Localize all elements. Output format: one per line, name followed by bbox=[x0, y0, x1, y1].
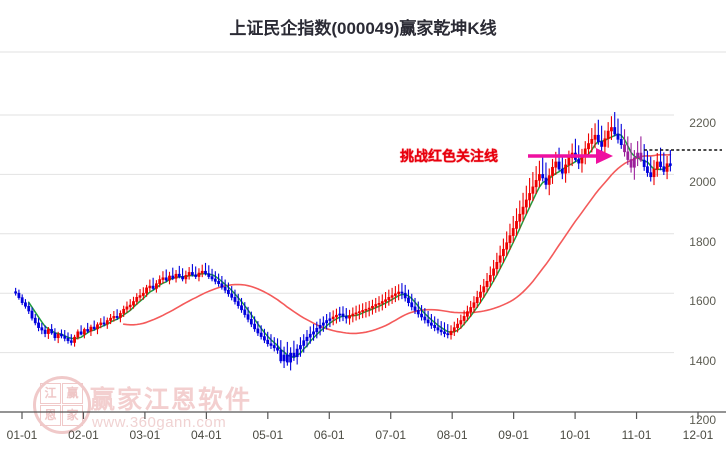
seal-char-1: 江 bbox=[40, 383, 61, 404]
annotation-label-red-line: 挑战红色关注线 bbox=[400, 148, 498, 164]
gridlines bbox=[0, 114, 674, 413]
annotation-arrow bbox=[528, 148, 613, 164]
watermark-brand: 赢家江恩软件 bbox=[90, 386, 253, 414]
seal-char-2: 赢 bbox=[62, 383, 83, 404]
candlesticks bbox=[14, 112, 672, 371]
page-title: 上证民企指数(000049)赢家乾坤K线 bbox=[229, 19, 497, 38]
watermark-url: www.360gann.com bbox=[92, 414, 227, 431]
x-ticks bbox=[21, 412, 699, 419]
